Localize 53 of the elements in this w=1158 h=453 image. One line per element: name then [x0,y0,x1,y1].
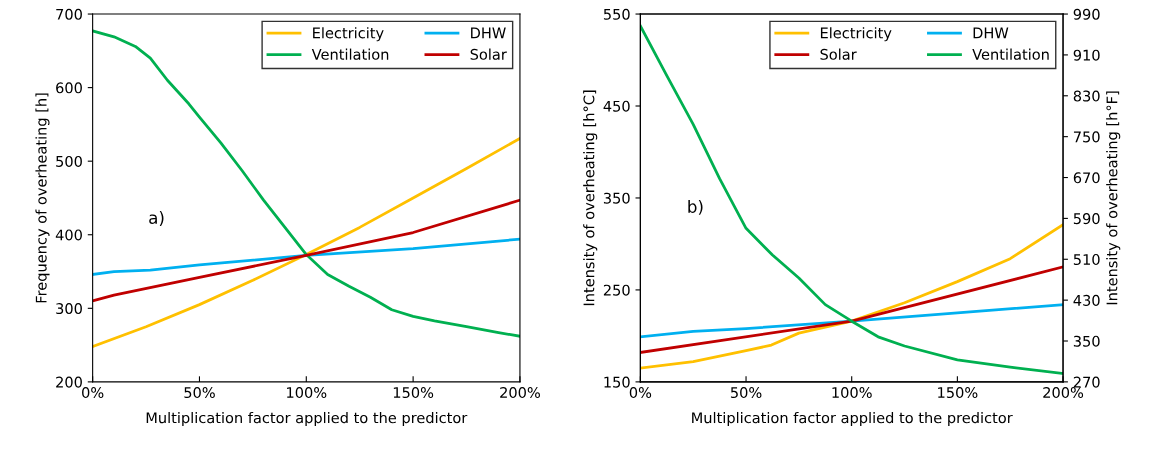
y2-tick-label: 670 [1073,172,1100,184]
line-series [92,29,520,338]
line-series [92,136,520,348]
legend-label: Electricity [313,27,384,42]
y2-tick-label: 270 [1073,376,1100,388]
y-tick-label: 400 [55,229,82,241]
x-tick-label: 200% [500,387,540,399]
x-tick-label: 50% [730,387,762,399]
y2-tick-label: 350 [1073,335,1100,347]
legend-label: Solar [820,48,857,60]
x-tick-label: 200% [1043,387,1084,399]
y2-tick-label: 910 [1073,49,1100,61]
x-axis-title: Multiplication factor applied to the predictor [692,411,1013,427]
x-tick-label: 0% [82,387,104,399]
y2-tick-label: 590 [1073,213,1100,225]
y2-axis-title: Intensity of overheating [h°F] [1106,91,1121,305]
annotation: a) [149,211,164,226]
y2-tick-label: 510 [1073,253,1100,266]
legend-label: Electricity [820,27,892,42]
x-tick-label: 50% [184,387,215,399]
legend-label: Ventilation [972,48,1049,60]
legend-label: DHW [471,27,506,39]
x-tick-label: 100% [287,387,327,399]
line-series [92,198,520,303]
y-tick-label: 200 [56,376,82,388]
legend-label: Solar [470,48,507,60]
y-tick-label: 150 [604,376,630,388]
y-axis-title: Frequency of overheating [h] [35,93,50,303]
y-tick-label: 500 [56,155,82,167]
x-tick-label: 0% [629,387,652,399]
y-tick-label: 450 [603,100,630,112]
x-axis-title: Multiplication factor applied to the predictor [146,411,468,427]
line-series [92,237,520,276]
x-tick-label: 150% [938,387,978,399]
y-tick-label: 600 [56,82,82,94]
y-tick-label: 550 [603,8,630,20]
x-tick-label: 100% [832,387,872,399]
y-tick-label: 700 [56,8,82,20]
line-series [640,24,1064,375]
legend-label: Ventilation [311,48,389,60]
y2-tick-label: 830 [1073,90,1100,102]
y2-tick-label: 750 [1073,131,1100,143]
line-series [640,303,1064,339]
y-tick-label: 350 [603,192,630,204]
y-tick-label: 300 [56,303,82,315]
x-tick-label: 150% [393,387,434,399]
line-series [640,223,1064,370]
y-axis-title: Intensity of overheating [h°C] [583,90,598,306]
legend-label: DHW [973,27,1009,39]
y2-tick-label: 990 [1073,8,1100,20]
annotation: b) [688,200,703,215]
y-tick-label: 250 [603,284,630,296]
y2-tick-label: 430 [1073,294,1100,306]
